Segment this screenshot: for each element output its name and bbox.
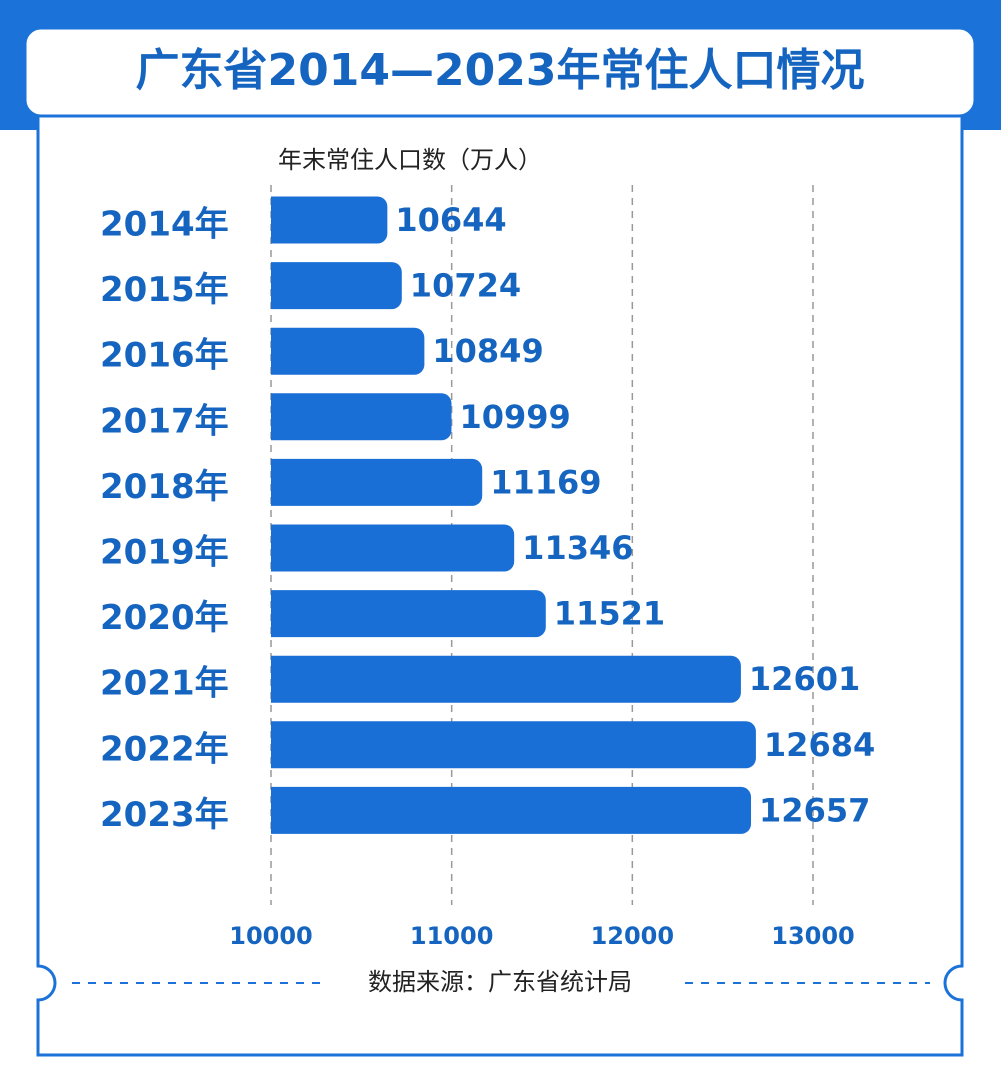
value-label: 11169 (490, 463, 601, 501)
y-tick-label: 2019年 (100, 533, 229, 573)
y-tick-label: 2020年 (100, 598, 229, 638)
y-tick-label: 2016年 (100, 336, 229, 376)
value-label: 12657 (759, 791, 870, 829)
value-label: 10999 (459, 398, 570, 436)
y-tick-label: 2023年 (100, 795, 229, 835)
value-label: 11346 (522, 529, 633, 567)
x-tick-label: 10000 (229, 922, 313, 950)
bar (271, 590, 546, 638)
bar (271, 327, 425, 375)
chart-title: 广东省2014—2023年常住人口情况 (136, 45, 865, 96)
value-label: 10644 (395, 201, 506, 239)
value-label: 10849 (432, 332, 543, 370)
y-tick-label: 2021年 (100, 664, 229, 704)
bar (271, 393, 452, 441)
y-tick-label: 2022年 (100, 729, 229, 769)
y-tick-label: 2017年 (100, 401, 229, 441)
x-tick-label: 13000 (771, 922, 855, 950)
y-tick-label: 2014年 (100, 205, 229, 245)
value-label: 10724 (410, 267, 521, 305)
y-tick-label: 2018年 (100, 467, 229, 507)
title-box (23, 26, 977, 118)
bar (271, 786, 752, 834)
value-label: 11521 (554, 595, 665, 633)
bar (271, 655, 741, 703)
x-tick-label: 12000 (591, 922, 675, 950)
value-label: 12601 (749, 660, 860, 698)
value-label: 12684 (764, 726, 875, 764)
bar (271, 524, 515, 572)
axis-title: 年末常住人口数（万人） (278, 146, 542, 174)
bar (271, 458, 483, 506)
x-tick-label: 11000 (410, 922, 494, 950)
bar (271, 262, 402, 310)
source: 数据来源：广东省统计局 (368, 968, 632, 996)
y-tick-label: 2015年 (100, 270, 229, 310)
bar (271, 196, 388, 244)
bar (271, 721, 756, 769)
